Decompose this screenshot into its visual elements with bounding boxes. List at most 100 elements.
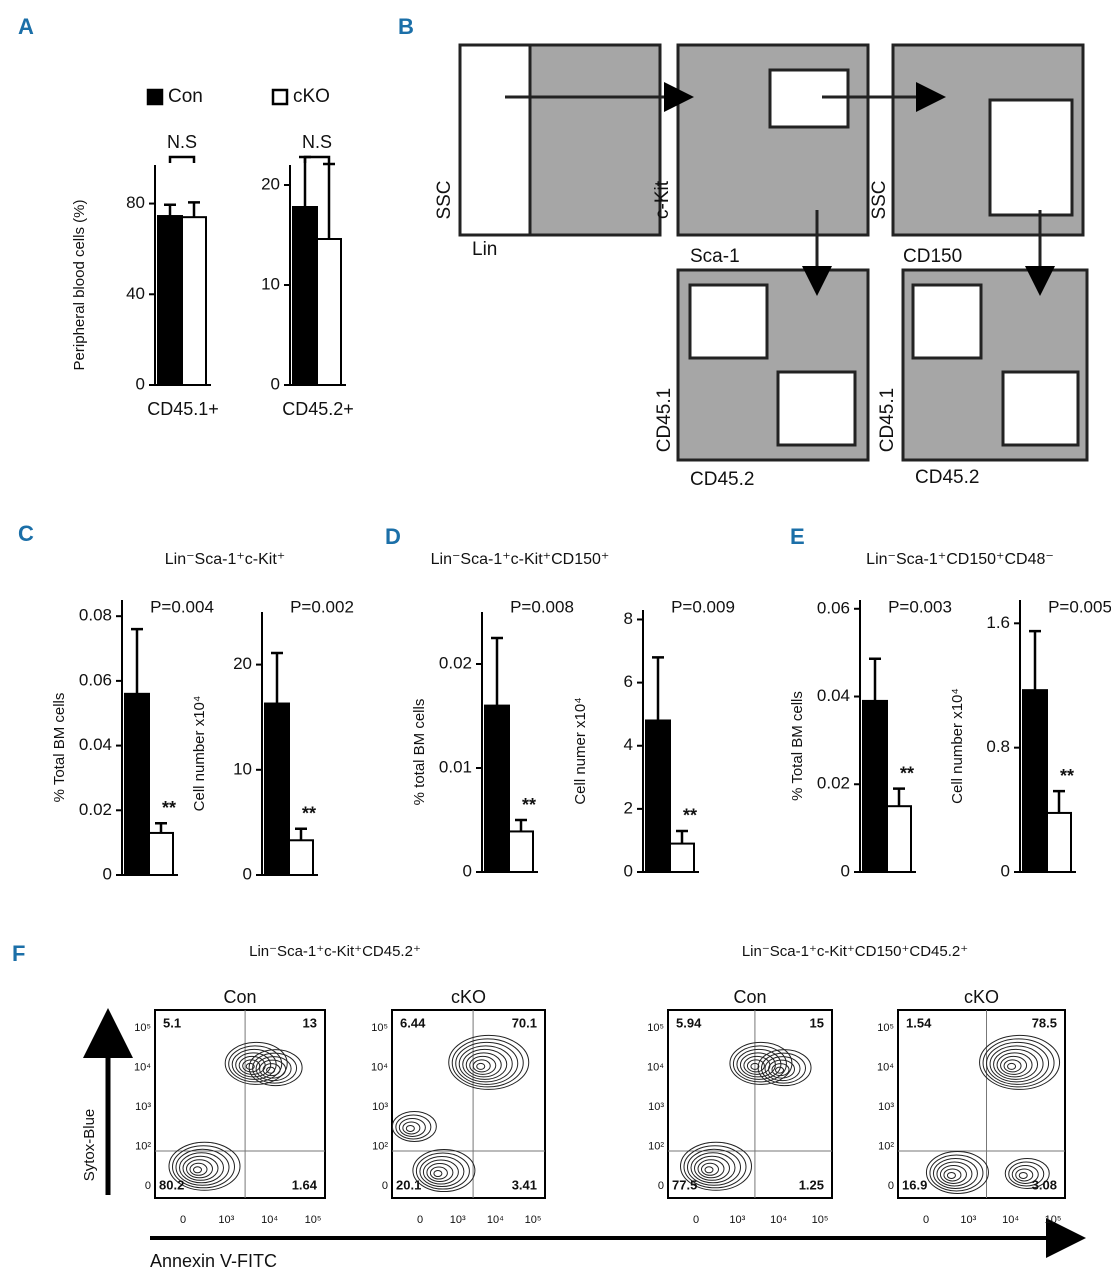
contour	[1003, 1059, 1022, 1073]
y-tick-label: 10	[261, 274, 280, 293]
flow-frame	[391, 1009, 546, 1199]
bar	[669, 842, 695, 873]
x-axis-label: CD45.2+	[282, 399, 354, 419]
legend-label: Con	[168, 86, 203, 107]
quadrant-value: 6.44	[400, 1015, 426, 1030]
flow-y-tick: 10⁵	[647, 1022, 664, 1034]
flow-x-tick: 0	[180, 1214, 186, 1226]
contour	[687, 1148, 741, 1186]
quadrant-value: 3.41	[512, 1177, 537, 1192]
error-bar	[164, 203, 176, 217]
panel-label: B	[398, 14, 414, 39]
contour	[1018, 1171, 1028, 1179]
gate-x-label: CD45.2	[915, 467, 979, 488]
contour	[1008, 1161, 1045, 1187]
quadrant-value: 13	[303, 1015, 317, 1030]
y-tick-label: 20	[261, 174, 280, 193]
flow-y-tick: 10³	[372, 1101, 388, 1113]
contour	[412, 1149, 476, 1193]
contour	[768, 1059, 796, 1079]
contour	[448, 1034, 530, 1090]
error-bar	[188, 201, 200, 218]
contour	[186, 1159, 213, 1179]
contour	[255, 1056, 292, 1082]
contour	[168, 1141, 241, 1191]
flow-y-tick: 10⁵	[877, 1022, 894, 1034]
error-bar	[1029, 629, 1041, 691]
error-bar	[271, 651, 283, 704]
contour	[750, 1062, 760, 1070]
flow-plot-title: cKO	[964, 987, 999, 1007]
flow-x-tick: 10³	[218, 1214, 234, 1226]
contour	[701, 1162, 719, 1176]
contour	[690, 1152, 736, 1184]
contour	[683, 1145, 747, 1189]
bar	[484, 704, 510, 873]
flow-y-tick: 10⁵	[134, 1022, 151, 1034]
quadrant-value: 78.5	[1032, 1015, 1057, 1030]
bar	[148, 831, 174, 876]
error-bar	[652, 656, 664, 721]
panel-title: Lin⁻Sca-1⁺c-Kit⁺	[165, 551, 285, 568]
flow-y-tick: 10²	[648, 1140, 664, 1152]
significance: **	[683, 806, 697, 826]
contour	[429, 1166, 448, 1180]
panel-label: A	[18, 14, 34, 39]
error-bar	[295, 827, 307, 841]
panel-label: E	[790, 524, 805, 549]
contour	[398, 1117, 426, 1137]
y-tick-label: 0.08	[79, 606, 112, 625]
contour	[426, 1163, 454, 1183]
y-tick-label: 1.6	[986, 613, 1010, 632]
contour	[228, 1045, 283, 1083]
quadrant-value: 1.54	[906, 1015, 932, 1030]
y-axis-label: Cell number x10⁴	[191, 696, 208, 812]
flow-y-tick: 10³	[878, 1101, 894, 1113]
bar	[316, 238, 342, 386]
contour	[761, 1052, 807, 1084]
significance: **	[900, 763, 914, 783]
flow-x-tick: 10³	[960, 1214, 976, 1226]
contour	[182, 1155, 219, 1181]
y-axis-label: % total BM cells	[411, 699, 428, 806]
error-bar	[155, 821, 167, 833]
flow-frame	[897, 1009, 1066, 1199]
flow-plot-title: Con	[733, 987, 766, 1007]
quadrant-value: 16.9	[902, 1177, 927, 1192]
contour	[943, 1168, 962, 1182]
bar	[1022, 689, 1048, 873]
annotation: N.S	[302, 132, 332, 152]
y-axis-label: % Total BM cells	[789, 691, 806, 801]
contour	[986, 1041, 1050, 1085]
annotation: P=0.009	[671, 597, 735, 616]
significance: **	[1060, 766, 1074, 786]
contour	[193, 1166, 202, 1174]
annotation: P=0.003	[888, 597, 952, 616]
flow-y-tick: 10⁴	[371, 1061, 388, 1073]
bar	[292, 206, 318, 386]
flow-y-tick: 10³	[648, 1101, 664, 1113]
error-bar	[299, 155, 311, 207]
gate-x-label: CD150	[903, 246, 962, 267]
contour	[932, 1157, 978, 1189]
contour	[422, 1159, 459, 1185]
flow-x-tick: 0	[923, 1214, 929, 1226]
y-tick-label: 0.04	[79, 735, 112, 754]
contour	[736, 1048, 782, 1080]
bar	[862, 699, 888, 873]
error-bar	[1053, 789, 1065, 813]
flow-y-label: Sytox-Blue	[81, 1109, 98, 1182]
flow-x-label: Annexin V-FITC	[150, 1251, 277, 1271]
flow-y-tick: 10⁵	[371, 1022, 388, 1034]
contour	[462, 1048, 508, 1080]
flow-y-tick: 0	[382, 1180, 388, 1192]
flow-y-tick: 0	[658, 1180, 664, 1192]
contour	[405, 1124, 415, 1132]
contour	[465, 1052, 502, 1078]
y-tick-label: 0.06	[79, 670, 112, 689]
legend-swatch	[146, 88, 164, 106]
bar	[1046, 811, 1072, 873]
contour	[175, 1148, 230, 1186]
flow-y-tick: 10⁴	[647, 1061, 664, 1073]
